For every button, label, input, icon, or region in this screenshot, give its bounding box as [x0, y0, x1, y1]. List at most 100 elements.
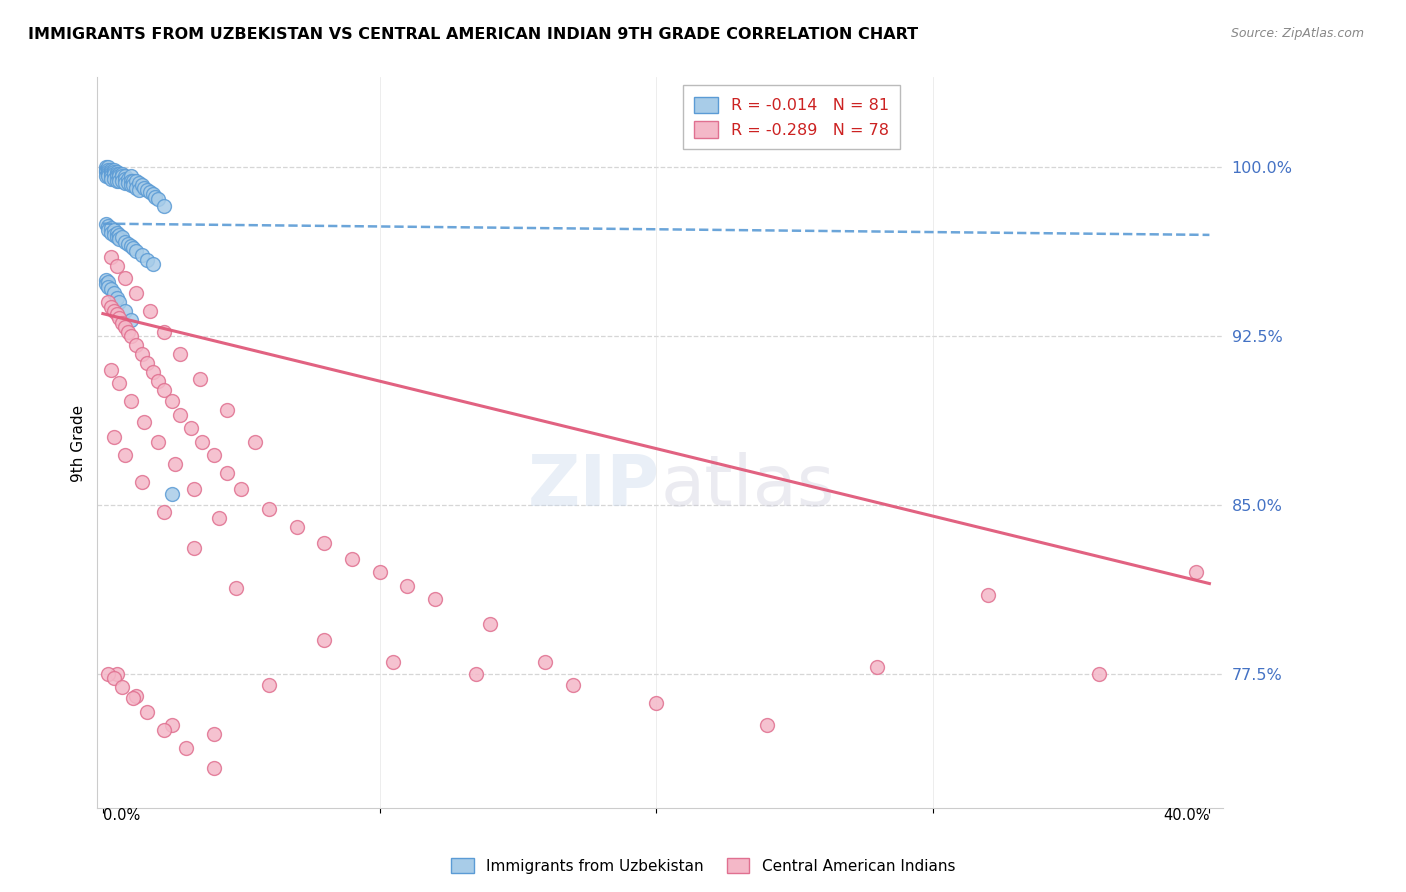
Point: [120, 174, 142, 188]
Point: [148, 374, 170, 388]
Point: [136, 356, 159, 370]
Text: 0.0%: 0.0%: [103, 808, 141, 823]
Point: [108, 376, 131, 391]
Point: [105, 230, 128, 244]
Point: [100, 169, 122, 184]
Point: [114, 171, 136, 186]
Point: [103, 162, 125, 177]
Point: [94, 273, 117, 287]
Point: [111, 230, 134, 244]
Point: [125, 174, 148, 188]
Point: [423, 592, 446, 607]
Point: [208, 511, 231, 525]
Point: [183, 482, 205, 496]
Point: [1087, 666, 1109, 681]
Point: [257, 678, 280, 692]
Point: [169, 347, 191, 361]
Point: [97, 161, 120, 175]
Point: [131, 475, 153, 490]
Point: [103, 286, 125, 301]
Point: [160, 394, 183, 409]
Point: [368, 566, 391, 580]
Point: [191, 434, 214, 449]
Point: [105, 307, 128, 321]
Point: [105, 666, 128, 681]
Point: [100, 221, 122, 235]
Point: [94, 169, 117, 184]
Point: [136, 183, 159, 197]
Point: [160, 718, 183, 732]
Point: [163, 458, 186, 472]
Point: [152, 325, 174, 339]
Point: [128, 183, 150, 197]
Point: [114, 270, 136, 285]
Point: [257, 502, 280, 516]
Text: 40.0%: 40.0%: [1163, 808, 1209, 823]
Point: [97, 666, 120, 681]
Point: [100, 282, 122, 296]
Point: [105, 167, 128, 181]
Point: [174, 740, 197, 755]
Point: [108, 311, 131, 326]
Point: [217, 467, 239, 481]
Point: [100, 167, 122, 181]
Point: [134, 415, 156, 429]
Point: [105, 291, 128, 305]
Point: [465, 666, 488, 681]
Point: [645, 696, 668, 710]
Point: [479, 617, 502, 632]
Point: [103, 430, 125, 444]
Point: [114, 320, 136, 334]
Point: [142, 187, 165, 202]
Point: [108, 232, 131, 246]
Point: [114, 176, 136, 190]
Point: [117, 176, 139, 190]
Point: [136, 705, 159, 719]
Point: [180, 421, 202, 435]
Point: [103, 165, 125, 179]
Point: [100, 226, 122, 240]
Point: [117, 236, 139, 251]
Point: [188, 372, 211, 386]
Text: ZIP: ZIP: [529, 452, 661, 521]
Point: [108, 227, 131, 242]
Point: [202, 761, 225, 775]
Point: [103, 304, 125, 318]
Point: [314, 632, 336, 647]
Point: [100, 162, 122, 177]
Point: [100, 300, 122, 314]
Point: [382, 655, 405, 669]
Point: [111, 169, 134, 184]
Legend: R = -0.014   N = 81, R = -0.289   N = 78: R = -0.014 N = 81, R = -0.289 N = 78: [683, 86, 900, 149]
Point: [100, 363, 122, 377]
Point: [169, 408, 191, 422]
Point: [122, 174, 145, 188]
Point: [202, 727, 225, 741]
Point: [152, 505, 174, 519]
Point: [122, 241, 145, 255]
Point: [755, 718, 778, 732]
Point: [114, 169, 136, 184]
Point: [134, 180, 156, 194]
Point: [111, 167, 134, 181]
Point: [314, 536, 336, 550]
Point: [97, 162, 120, 177]
Point: [103, 167, 125, 181]
Point: [94, 162, 117, 177]
Point: [128, 176, 150, 190]
Point: [100, 165, 122, 179]
Point: [125, 689, 148, 703]
Point: [142, 257, 165, 271]
Point: [100, 251, 122, 265]
Point: [125, 244, 148, 258]
Point: [97, 223, 120, 237]
Point: [114, 235, 136, 249]
Point: [562, 678, 585, 692]
Point: [125, 286, 148, 301]
Point: [231, 482, 253, 496]
Point: [97, 165, 120, 179]
Point: [131, 248, 153, 262]
Point: [131, 347, 153, 361]
Point: [97, 275, 120, 289]
Point: [120, 239, 142, 253]
